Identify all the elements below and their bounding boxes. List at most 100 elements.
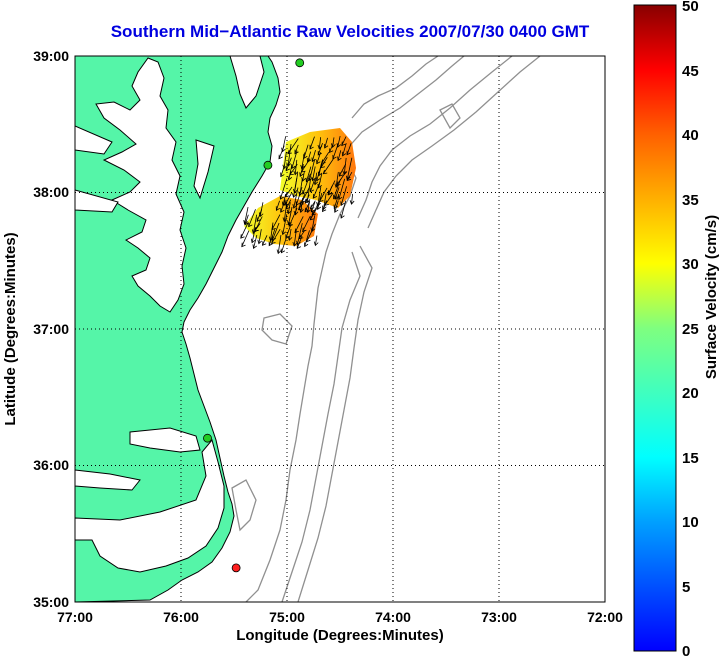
velocity-vector-head [271, 239, 276, 244]
velocity-vector [335, 171, 339, 188]
velocity-vector [280, 237, 287, 253]
velocity-vector [280, 199, 286, 213]
velocity-vector [324, 137, 328, 149]
velocity-vector [302, 171, 305, 182]
velocity-vector [322, 193, 327, 210]
carolina-sounds [75, 427, 225, 573]
velocity-vector [241, 230, 250, 247]
velocity-vector-head [309, 215, 315, 221]
colorbar-tick-label: 50 [682, 0, 699, 15]
velocity-vector [271, 214, 281, 230]
velocity-vector-head [317, 183, 322, 189]
velocity-vector-head [340, 201, 345, 206]
velocity-vector [324, 192, 334, 206]
velocity-vector-head [322, 169, 328, 175]
velocity-vector [259, 202, 264, 217]
velocity-vector [271, 228, 281, 244]
velocity-vector-head [284, 192, 290, 198]
velocity-vector-head [306, 208, 311, 214]
velocity-vector-head [288, 222, 294, 227]
velocity-vector-head [294, 149, 299, 155]
velocity-vector-head [289, 170, 294, 176]
velocity-vector [334, 187, 340, 200]
velocity-vector-head [336, 181, 341, 186]
velocity-vector-head [298, 234, 304, 240]
velocity-vector [346, 157, 353, 180]
velocity-vector [316, 152, 322, 164]
velocity-vector [320, 157, 328, 168]
velocity-vector [293, 230, 297, 247]
radar-station-marker [203, 433, 212, 443]
x-tick-label: 75:00 [269, 609, 305, 625]
velocity-vector-head [316, 159, 321, 165]
velocity-vector-head [349, 200, 355, 205]
x-axis-label: Longitude (Degrees:Minutes) [236, 627, 444, 644]
colorbar-tick-label: 5 [682, 579, 690, 596]
y-tick-label: 36:00 [33, 457, 69, 473]
velocity-vector-head [302, 190, 307, 195]
velocity-vector-head [256, 217, 261, 223]
velocity-vector-head [301, 198, 306, 203]
velocity-vector [258, 229, 262, 244]
velocity-vector [317, 186, 322, 207]
velocity-vector [332, 137, 335, 148]
velocity-vector-head [300, 168, 306, 173]
velocity-vector [294, 144, 299, 154]
velocity-vector [314, 172, 318, 185]
velocity-vector [321, 152, 330, 164]
velocity-vector [282, 193, 287, 206]
velocity-vector [319, 187, 328, 202]
velocity-vector-head [252, 244, 257, 250]
velocity-vector [287, 202, 291, 214]
velocity-vector-head [334, 208, 339, 213]
velocity-vector [341, 136, 347, 146]
velocity-vector-head [293, 210, 299, 216]
velocity-vector [277, 234, 282, 254]
velocity-vector-head [309, 187, 315, 193]
velocity-vector-head [317, 171, 323, 177]
velocity-vector-head [254, 226, 259, 232]
velocity-vector [309, 136, 315, 150]
velocity-vector [300, 201, 303, 213]
velocity-vector-head [280, 208, 285, 213]
velocity-vector [346, 143, 352, 155]
velocity-vector [253, 234, 258, 249]
velocity-vector [340, 200, 347, 219]
velocity-vector [312, 166, 316, 181]
velocity-vector [329, 142, 334, 153]
velocity-vector [351, 193, 354, 205]
velocity-vector [287, 143, 292, 167]
velocity-vector-head [304, 198, 310, 204]
colorbar-label: Surface Velocity (cm/s) [703, 215, 720, 379]
velocity-vector-head [330, 143, 336, 148]
y-tick-label: 37:00 [33, 321, 69, 337]
velocity-vector-head [275, 206, 281, 211]
velocity-vector [312, 180, 321, 199]
colorbar [633, 4, 677, 652]
velocity-vector [338, 163, 347, 177]
velocity-vector-head [258, 212, 264, 218]
velocity-vector-head [346, 176, 352, 181]
y-tick-label: 35:00 [33, 594, 69, 610]
velocity-vector [278, 145, 285, 159]
velocity-vector-head [303, 154, 308, 160]
grid-lines [75, 56, 605, 602]
bathymetry-contours [231, 56, 541, 602]
radar-station-marker [263, 160, 273, 170]
velocity-vector-head [286, 209, 292, 215]
velocity-vector-head [316, 205, 322, 211]
velocity-vector-head [311, 211, 316, 216]
x-tick-label: 74:00 [375, 609, 411, 625]
velocity-vector-head [327, 190, 333, 196]
velocity-vector [284, 193, 292, 206]
velocity-vector-head [337, 156, 342, 162]
delaware-bay [229, 56, 265, 109]
velocity-vector [293, 187, 299, 209]
colorbar-tick-label: 20 [682, 385, 699, 402]
velocity-vector-head [310, 207, 316, 213]
colorbar-tick-label: 35 [682, 192, 699, 209]
velocity-vector-head [313, 180, 319, 186]
velocity-vector [279, 178, 288, 200]
velocity-vector-head [280, 172, 285, 178]
velocity-vector-head [281, 230, 287, 236]
